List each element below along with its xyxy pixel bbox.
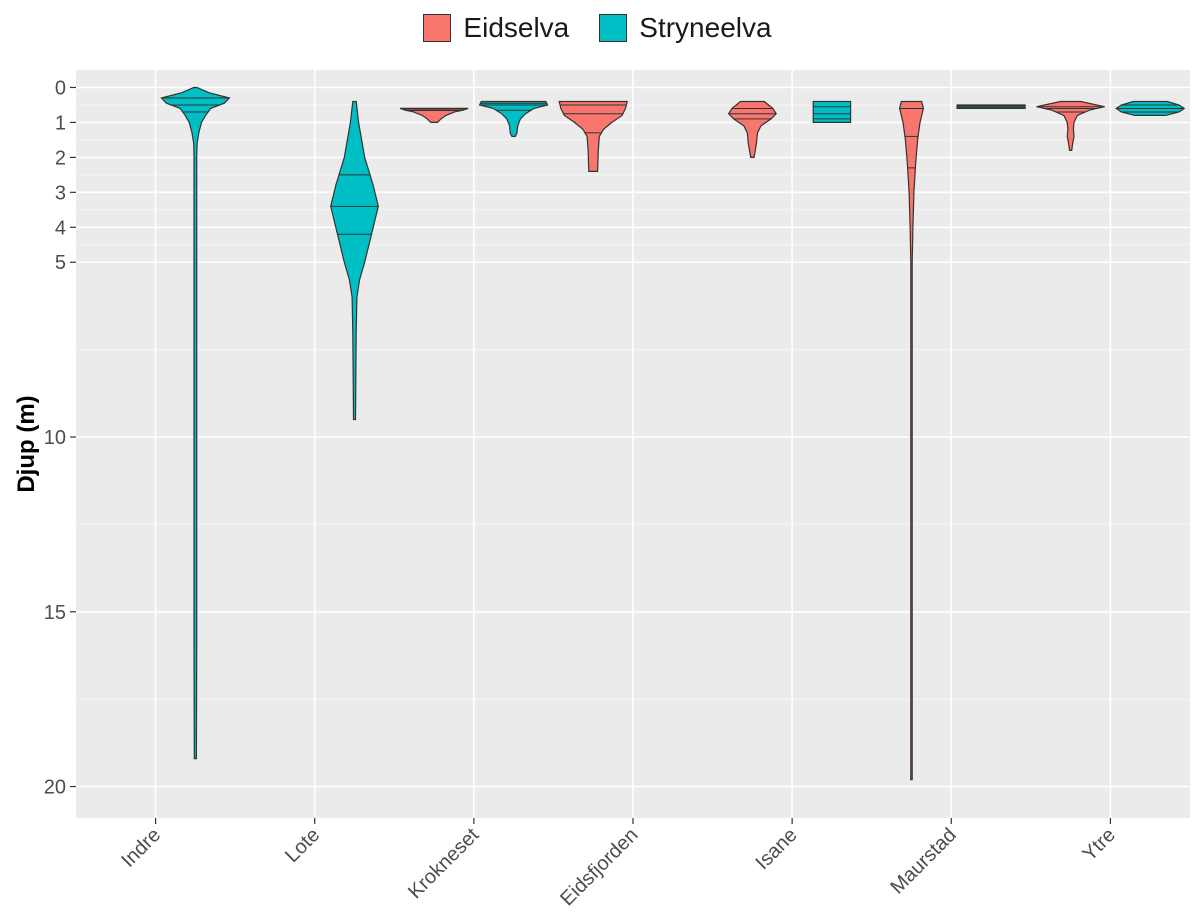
- y-tick-label: 15: [44, 602, 66, 624]
- x-tick-label: Maurstad: [886, 824, 961, 899]
- violin-ytre-eidselva: [1036, 100, 1105, 151]
- x-tick-label: Indre: [117, 824, 165, 872]
- y-tick-label: 5: [55, 252, 66, 274]
- y-axis-label: Djup (m): [13, 395, 40, 492]
- x-tick-label: Isane: [752, 824, 802, 874]
- legend-key-eidselva: [423, 14, 452, 42]
- legend-item-stryneelva: Stryneelva: [599, 12, 772, 44]
- legend: Eidselva Stryneelva: [0, 12, 1195, 44]
- x-axis: Indre Lote Krokneset Eidsfjorden Isane Maurst…: [117, 818, 1120, 910]
- violin-isane-eidselva: [727, 100, 777, 158]
- y-tick-label: 2: [55, 147, 66, 169]
- legend-item-eidselva: Eidselva: [423, 12, 569, 44]
- violin-indre-stryneelva: [160, 86, 231, 760]
- y-tick-label: 10: [44, 427, 66, 449]
- legend-label-eidselva: Eidselva: [463, 12, 570, 43]
- y-axis: 0 1 2 3 4 5 10 15 20: [44, 77, 76, 799]
- violin-eidsfjorden-eidselva: [558, 100, 628, 172]
- violins: [160, 86, 1186, 781]
- x-tick-label: Lote: [281, 824, 324, 867]
- x-tick-label: Krokneset: [404, 824, 484, 904]
- y-tick-label: 4: [55, 217, 66, 239]
- y-tick-label: 3: [55, 182, 66, 204]
- legend-label-stryneelva: Stryneelva: [639, 12, 772, 43]
- y-tick-label: 20: [44, 777, 66, 799]
- x-tick-label: Eidsfjorden: [556, 824, 642, 910]
- violin-maurstad-eidselva: [898, 100, 925, 781]
- legend-key-stryneelva: [599, 14, 628, 42]
- grid-lines: [76, 70, 1190, 818]
- x-tick-label: Ytre: [1078, 824, 1119, 865]
- violin-krokneset-eidselva: [399, 107, 469, 124]
- y-tick-label: 1: [55, 112, 66, 134]
- y-tick-label: 0: [55, 77, 66, 99]
